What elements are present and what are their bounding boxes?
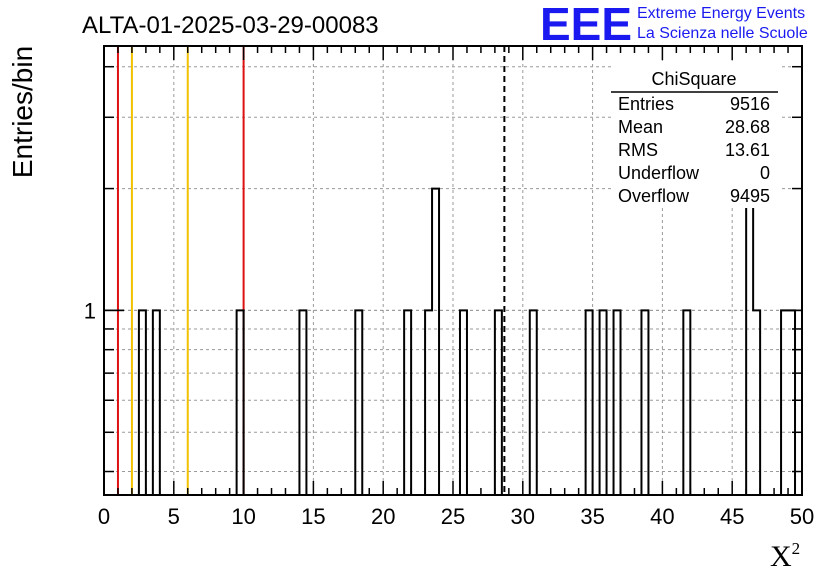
stats-box-title: ChiSquare xyxy=(651,69,736,89)
axis-ticks: 0 5 10 15 20 25 30 35 40 45 50 1 xyxy=(84,46,814,529)
x-tick-label: 5 xyxy=(168,504,180,529)
x-tick-label: 25 xyxy=(441,504,465,529)
histogram-bin xyxy=(614,310,621,495)
stats-row-label: Underflow xyxy=(618,163,700,183)
histogram-outline xyxy=(137,187,797,495)
histogram-bin xyxy=(404,310,411,495)
histogram-bin xyxy=(355,310,362,495)
x-tick-label: 45 xyxy=(720,504,744,529)
histogram-bin xyxy=(641,310,648,495)
grid xyxy=(104,46,802,495)
histogram-bin xyxy=(586,310,593,495)
y-tick-label: 1 xyxy=(84,298,96,323)
histogram-bin xyxy=(495,310,502,495)
x-axis-label-base: X xyxy=(770,540,792,572)
stats-row-value: 9495 xyxy=(730,186,770,206)
logo-letters: EEE xyxy=(540,0,632,50)
histogram-bin xyxy=(781,310,788,495)
x-tick-label: 35 xyxy=(580,504,604,529)
histogram-bin xyxy=(139,310,146,495)
histogram-bin xyxy=(425,310,432,495)
histogram-bin xyxy=(237,310,244,495)
stats-row-label: Overflow xyxy=(618,186,690,206)
stats-row-label: Entries xyxy=(618,94,674,114)
reference-lines xyxy=(116,46,506,495)
x-tick-label: 15 xyxy=(301,504,325,529)
stats-row-value: 9516 xyxy=(730,94,770,114)
stats-box-rows: Entries 9516 Mean 28.68 RMS 13.61 Underflow 0 Ov… xyxy=(618,94,770,206)
histogram-bin xyxy=(753,310,760,495)
eee-logo: EEE Extreme Energy Events La Scienza nel… xyxy=(540,0,808,50)
logo-line-1: Extreme Energy Events xyxy=(637,5,805,22)
stats-row-label: RMS xyxy=(618,140,658,160)
y-axis-label: Entries/bin xyxy=(7,46,38,178)
stats-row-value: 0 xyxy=(760,163,770,183)
histogram-bin xyxy=(299,310,306,495)
chart-title: ALTA-01-2025-03-29-00083 xyxy=(82,12,379,39)
histogram-bin xyxy=(153,310,160,495)
stats-box-background xyxy=(611,64,779,208)
histogram-bin xyxy=(683,310,690,495)
histogram-bin xyxy=(788,310,795,495)
x-tick-label: 40 xyxy=(650,504,674,529)
x-tick-label: 0 xyxy=(98,504,110,529)
x-tick-label: 20 xyxy=(371,504,395,529)
stats-box: ChiSquare Entries 9516 Mean 28.68 RMS 13.61 Un… xyxy=(611,64,779,208)
x-tick-label: 50 xyxy=(790,504,814,529)
histogram-bin xyxy=(746,189,753,495)
stats-row-label: Mean xyxy=(618,117,663,137)
histogram xyxy=(137,187,797,495)
histogram-bin xyxy=(432,189,439,495)
stats-row-value: 28.68 xyxy=(725,117,770,137)
stats-row-value: 13.61 xyxy=(725,140,770,160)
histogram-bin xyxy=(530,310,537,495)
x-tick-label: 30 xyxy=(511,504,535,529)
x-axis-label: X2 xyxy=(770,539,800,572)
histogram-bin xyxy=(600,310,607,495)
x-axis-label-superscript: 2 xyxy=(792,539,801,558)
x-tick-label: 10 xyxy=(231,504,255,529)
histogram-bin xyxy=(460,310,467,495)
logo-line-2: La Scienza nelle Scuole xyxy=(637,25,808,42)
